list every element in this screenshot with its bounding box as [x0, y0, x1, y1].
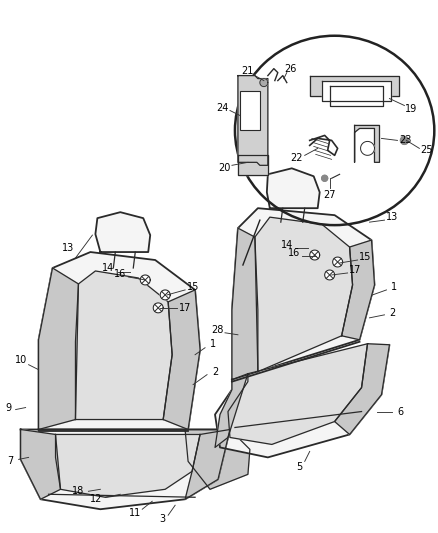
Text: 21: 21: [242, 66, 254, 76]
Polygon shape: [330, 86, 384, 106]
Polygon shape: [342, 240, 374, 340]
Text: 20: 20: [218, 163, 230, 173]
Polygon shape: [56, 434, 200, 497]
Polygon shape: [267, 168, 320, 208]
Text: 25: 25: [420, 146, 433, 155]
Text: 3: 3: [159, 514, 165, 524]
Polygon shape: [163, 290, 200, 430]
Polygon shape: [140, 275, 150, 285]
Text: 7: 7: [7, 456, 14, 466]
Polygon shape: [325, 270, 335, 280]
Text: 2: 2: [389, 308, 396, 318]
Polygon shape: [255, 217, 353, 372]
Text: 10: 10: [14, 354, 27, 365]
Text: 1: 1: [392, 282, 398, 292]
Polygon shape: [153, 303, 163, 313]
Polygon shape: [238, 76, 268, 165]
Text: 13: 13: [62, 243, 74, 253]
Text: 18: 18: [72, 486, 85, 496]
Polygon shape: [21, 430, 60, 499]
Text: 23: 23: [399, 135, 412, 146]
Text: 26: 26: [285, 63, 297, 74]
Polygon shape: [310, 250, 320, 260]
Polygon shape: [160, 290, 170, 300]
FancyBboxPatch shape: [240, 91, 260, 131]
Text: 11: 11: [129, 508, 141, 518]
Text: 27: 27: [323, 190, 336, 200]
Text: 17: 17: [179, 303, 191, 313]
Polygon shape: [95, 212, 150, 252]
Text: 15: 15: [187, 282, 199, 292]
Polygon shape: [260, 78, 268, 86]
Polygon shape: [232, 228, 258, 379]
Text: 2: 2: [212, 367, 218, 377]
Text: 19: 19: [405, 103, 417, 114]
Text: 22: 22: [290, 154, 303, 163]
Polygon shape: [215, 345, 389, 457]
Polygon shape: [215, 374, 248, 447]
Polygon shape: [39, 268, 78, 430]
Polygon shape: [21, 430, 230, 509]
Polygon shape: [332, 257, 343, 267]
Polygon shape: [228, 344, 367, 445]
Text: 13: 13: [386, 212, 399, 222]
Polygon shape: [321, 175, 328, 181]
Text: 1: 1: [210, 339, 216, 349]
Polygon shape: [400, 136, 408, 144]
Polygon shape: [39, 252, 200, 430]
Text: 6: 6: [397, 407, 403, 416]
Text: 12: 12: [90, 494, 102, 504]
Text: 24: 24: [216, 102, 228, 112]
Text: 28: 28: [211, 325, 223, 335]
Text: 16: 16: [114, 269, 127, 279]
Text: 17: 17: [350, 265, 362, 275]
Polygon shape: [335, 344, 389, 434]
Polygon shape: [355, 125, 379, 163]
Text: 14: 14: [102, 263, 114, 273]
Text: 15: 15: [359, 252, 372, 262]
Polygon shape: [185, 430, 250, 489]
Polygon shape: [185, 430, 230, 499]
Polygon shape: [360, 141, 374, 155]
Text: 5: 5: [297, 462, 303, 472]
Polygon shape: [238, 155, 268, 175]
Polygon shape: [310, 76, 399, 95]
Polygon shape: [75, 271, 172, 419]
Polygon shape: [232, 208, 374, 379]
Text: 9: 9: [6, 402, 12, 413]
Text: 16: 16: [288, 248, 300, 258]
Text: 14: 14: [281, 240, 293, 250]
Polygon shape: [321, 80, 392, 101]
